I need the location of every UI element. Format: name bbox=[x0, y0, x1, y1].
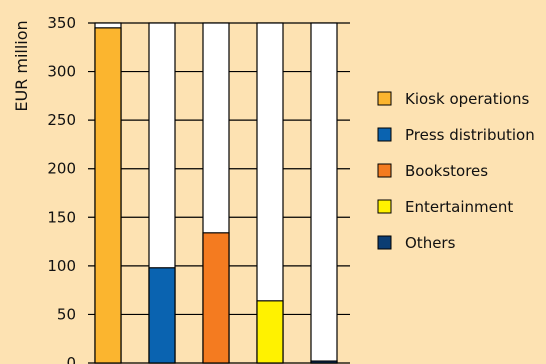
bar bbox=[256, 300, 284, 364]
bar bbox=[94, 27, 122, 364]
legend-label: Others bbox=[405, 234, 456, 252]
legend-swatch bbox=[377, 163, 392, 178]
legend-swatch bbox=[377, 127, 392, 142]
legend-swatch bbox=[377, 199, 392, 214]
y-tick-label: 200 bbox=[47, 160, 76, 178]
bar-column-background bbox=[310, 22, 338, 364]
legend-label: Entertainment bbox=[405, 198, 513, 216]
y-tick-label: 250 bbox=[47, 111, 76, 129]
y-tick-labels: 0 50 100 150 200 250 300 350 bbox=[47, 14, 76, 364]
legend-swatch bbox=[377, 235, 392, 250]
legend-label: Bookstores bbox=[405, 162, 488, 180]
legend: Kiosk operations Press distribution Bookst… bbox=[377, 90, 535, 252]
y-axis-title: EUR million bbox=[12, 20, 31, 111]
y-tick-label: 150 bbox=[47, 208, 76, 226]
bar bbox=[310, 360, 338, 364]
legend-swatch bbox=[377, 91, 392, 106]
y-tick-label: 300 bbox=[47, 63, 76, 81]
bar bbox=[202, 232, 230, 364]
legend-label: Press distribution bbox=[405, 126, 535, 144]
y-tick-label: 0 bbox=[66, 354, 76, 364]
bars bbox=[94, 22, 338, 364]
y-tick-label: 350 bbox=[47, 14, 76, 32]
bar bbox=[148, 267, 176, 364]
legend-label: Kiosk operations bbox=[405, 90, 529, 108]
y-tick-label: 100 bbox=[47, 257, 76, 275]
y-tick-label: 50 bbox=[57, 305, 76, 323]
